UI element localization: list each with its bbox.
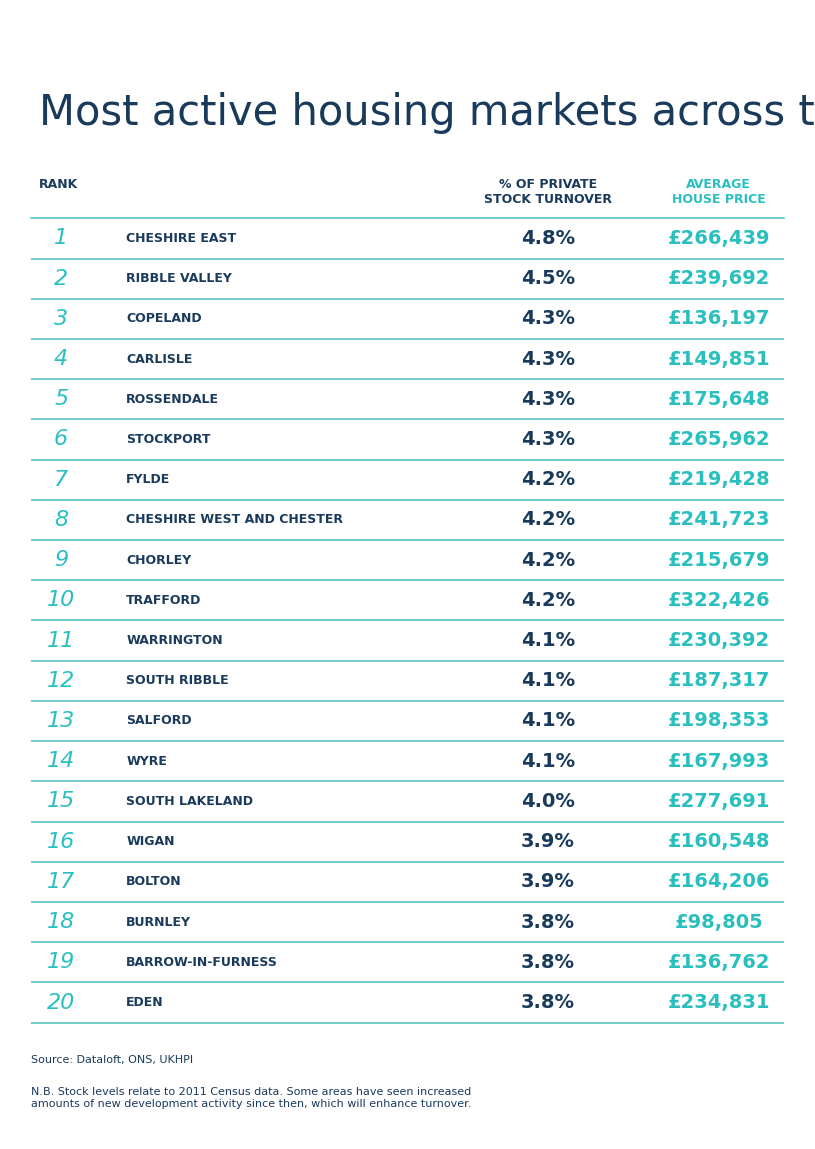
Text: EDEN: EDEN — [126, 996, 164, 1009]
Text: 4.2%: 4.2% — [521, 550, 575, 570]
Text: BOLTON: BOLTON — [126, 876, 182, 888]
Text: 5: 5 — [54, 390, 68, 409]
Text: £149,851: £149,851 — [667, 349, 770, 369]
Text: 3.9%: 3.9% — [521, 872, 575, 892]
Text: 16: 16 — [47, 832, 75, 851]
Text: CHORLEY: CHORLEY — [126, 554, 192, 566]
Text: 15: 15 — [47, 792, 75, 811]
Text: 3.8%: 3.8% — [521, 912, 575, 932]
Text: BURNLEY: BURNLEY — [126, 916, 192, 928]
Text: Source: Dataloft, ONS, UKHPI: Source: Dataloft, ONS, UKHPI — [31, 1055, 193, 1065]
Text: CHESHIRE EAST: CHESHIRE EAST — [126, 232, 236, 245]
Text: £266,439: £266,439 — [667, 229, 770, 248]
Text: 2: 2 — [54, 269, 68, 288]
Text: Most active housing markets across the region: Most active housing markets across the r… — [39, 92, 815, 134]
Text: £175,648: £175,648 — [667, 390, 770, 409]
Text: CHESHIRE WEST AND CHESTER: CHESHIRE WEST AND CHESTER — [126, 514, 343, 526]
Text: 14: 14 — [47, 751, 75, 771]
Text: AVERAGE
HOUSE PRICE: AVERAGE HOUSE PRICE — [672, 178, 766, 206]
Text: 4.3%: 4.3% — [521, 349, 575, 369]
Text: ROSSENDALE: ROSSENDALE — [126, 393, 219, 406]
Text: 4.2%: 4.2% — [521, 510, 575, 530]
Text: £234,831: £234,831 — [667, 993, 770, 1012]
Text: £136,197: £136,197 — [667, 309, 770, 329]
Text: 4.0%: 4.0% — [521, 792, 575, 811]
Text: £230,392: £230,392 — [667, 631, 770, 650]
Text: 4.3%: 4.3% — [521, 309, 575, 329]
Text: BARROW-IN-FURNESS: BARROW-IN-FURNESS — [126, 956, 278, 969]
Text: 4.5%: 4.5% — [521, 269, 575, 288]
Text: 3: 3 — [54, 309, 68, 329]
Text: 4.3%: 4.3% — [521, 430, 575, 449]
Text: % OF PRIVATE
STOCK TURNOVER: % OF PRIVATE STOCK TURNOVER — [483, 178, 612, 206]
Text: £239,692: £239,692 — [667, 269, 770, 288]
Text: 17: 17 — [47, 872, 75, 892]
Text: CARLISLE: CARLISLE — [126, 353, 192, 365]
Text: 4.2%: 4.2% — [521, 470, 575, 489]
Text: 4: 4 — [54, 349, 68, 369]
Text: 8: 8 — [54, 510, 68, 530]
Text: 3.9%: 3.9% — [521, 832, 575, 851]
Text: £164,206: £164,206 — [667, 872, 770, 892]
Text: RANK: RANK — [39, 178, 78, 191]
Text: 19: 19 — [47, 953, 75, 972]
Text: 20: 20 — [47, 993, 75, 1012]
Text: 11: 11 — [47, 631, 75, 650]
Text: £215,679: £215,679 — [667, 550, 770, 570]
Text: 3.8%: 3.8% — [521, 993, 575, 1012]
Text: FYLDE: FYLDE — [126, 473, 170, 486]
Text: £136,762: £136,762 — [667, 953, 770, 972]
Text: £241,723: £241,723 — [667, 510, 770, 530]
Text: WARRINGTON: WARRINGTON — [126, 634, 223, 647]
Text: N.B. Stock levels relate to 2011 Census data. Some areas have seen increased
amo: N.B. Stock levels relate to 2011 Census … — [31, 1087, 471, 1109]
Text: 6: 6 — [54, 430, 68, 449]
Text: STOCKPORT: STOCKPORT — [126, 433, 211, 446]
Text: £322,426: £322,426 — [667, 591, 770, 610]
Text: £187,317: £187,317 — [667, 671, 770, 691]
Text: £219,428: £219,428 — [667, 470, 770, 489]
Text: £198,353: £198,353 — [667, 711, 770, 731]
Text: 18: 18 — [47, 912, 75, 932]
Text: WYRE: WYRE — [126, 755, 167, 768]
Text: £265,962: £265,962 — [667, 430, 770, 449]
Text: WIGAN: WIGAN — [126, 835, 175, 848]
Text: 12: 12 — [47, 671, 75, 691]
Text: 4.1%: 4.1% — [521, 631, 575, 650]
Text: RIBBLE VALLEY: RIBBLE VALLEY — [126, 272, 232, 285]
Text: 4.1%: 4.1% — [521, 751, 575, 771]
Text: £160,548: £160,548 — [667, 832, 770, 851]
Text: 7: 7 — [54, 470, 68, 489]
Text: £167,993: £167,993 — [667, 751, 770, 771]
Text: SOUTH RIBBLE: SOUTH RIBBLE — [126, 674, 229, 687]
Text: 9: 9 — [54, 550, 68, 570]
Text: 1: 1 — [54, 229, 68, 248]
Text: SOUTH LAKELAND: SOUTH LAKELAND — [126, 795, 253, 808]
Text: 3.8%: 3.8% — [521, 953, 575, 972]
Text: 4.1%: 4.1% — [521, 671, 575, 691]
Text: COPELAND: COPELAND — [126, 313, 202, 325]
Text: 4.8%: 4.8% — [521, 229, 575, 248]
Text: 13: 13 — [47, 711, 75, 731]
Text: SALFORD: SALFORD — [126, 715, 192, 727]
Text: £98,805: £98,805 — [675, 912, 763, 932]
Text: TRAFFORD: TRAFFORD — [126, 594, 201, 607]
Text: 4.1%: 4.1% — [521, 711, 575, 731]
Text: 4.2%: 4.2% — [521, 591, 575, 610]
Text: 4.3%: 4.3% — [521, 390, 575, 409]
Text: £277,691: £277,691 — [667, 792, 770, 811]
Text: 10: 10 — [47, 591, 75, 610]
